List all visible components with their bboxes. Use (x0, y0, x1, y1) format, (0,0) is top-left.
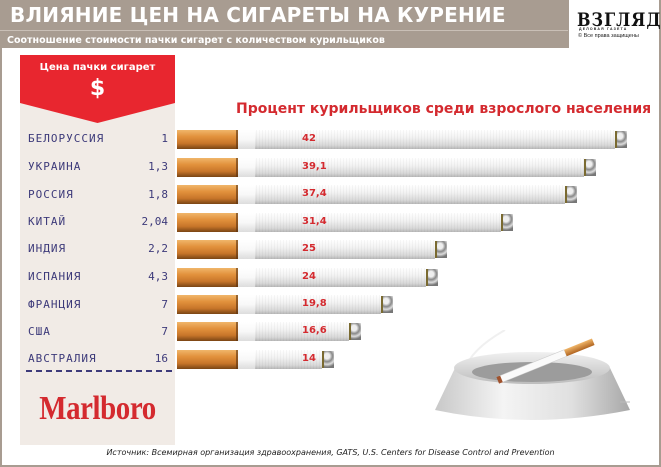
cigarette-ash-icon (584, 159, 596, 176)
source-note: Источник: Всемирная организация здравоох… (106, 448, 555, 457)
price-label: Цена пачки сигарет (39, 62, 156, 73)
price-value: 16 (154, 352, 168, 365)
country-label: ФРАНЦИЯ (28, 298, 82, 311)
page-subtitle: Соотношение стоимости пачки сигарет с ко… (7, 35, 385, 46)
country-label: РОССИЯ (28, 188, 74, 201)
dollar-icon: $ (89, 76, 106, 101)
logo-tagline: ДЕЛОВАЯ ГАЗЕТА (579, 27, 628, 31)
price-value: 7 (161, 325, 168, 338)
cigarette-bar: 19,8 (177, 295, 393, 314)
cigarette-bar: 14 (177, 350, 334, 369)
chart-title: Процент курильщиков среди взрослого насе… (236, 101, 652, 117)
cigarette-bar: 25 (177, 240, 447, 259)
percent-value: 25 (302, 243, 316, 254)
percent-value: 31,4 (302, 216, 327, 227)
percent-value: 42 (302, 133, 316, 144)
country-label: ИСПАНИЯ (28, 270, 82, 283)
country-label: КИТАЙ (28, 215, 67, 228)
cigarette-filter (177, 322, 238, 341)
percent-value: 14 (302, 353, 316, 364)
price-value: 4,3 (148, 270, 168, 283)
price-value: 2,04 (141, 215, 169, 228)
cigarette-bar: 37,4 (177, 185, 577, 204)
country-label: УКРАИНА (28, 160, 82, 173)
price-value: 1,3 (148, 160, 168, 173)
percent-value: 16,6 (302, 325, 327, 336)
cigarette-filter (177, 268, 238, 287)
logo-name: ВЗГЛЯД (577, 8, 661, 31)
price-value: 7 (161, 298, 168, 311)
cigarette-filter (177, 350, 238, 369)
cigarette-bar: 39,1 (177, 158, 596, 177)
percent-value: 24 (302, 271, 316, 282)
cigarette-filter (177, 240, 238, 259)
cigarette-ash-icon (435, 241, 447, 258)
cigarette-filter (177, 213, 238, 232)
cigarette-filter (177, 130, 238, 149)
country-label: АВСТРАЛИЯ (28, 352, 97, 365)
price-badge-shape (20, 55, 175, 123)
marlboro-logo: Marlboro (39, 390, 156, 427)
header-bar (0, 0, 661, 48)
cigarette-bar: 31,4 (177, 213, 513, 232)
cigarette-filter (177, 185, 238, 204)
dashed-divider (26, 370, 172, 372)
cigarette-ash-icon (501, 214, 513, 231)
cigarette-ash-icon (426, 269, 438, 286)
cigarette-ash-icon (349, 323, 361, 340)
header-divider (0, 30, 568, 31)
logo-rights: © Все права защищены (578, 33, 639, 39)
vzglyad-logo: ВЗГЛЯД ДЕЛОВАЯ ГАЗЕТА © Все права защище… (569, 0, 661, 48)
country-label: США (28, 325, 51, 338)
cigarette-ash-icon (381, 296, 393, 313)
cigarette-ash-icon (615, 131, 627, 148)
cigarette-filter (177, 295, 238, 314)
ashtray-illustration (435, 330, 630, 420)
price-value: 1 (161, 132, 168, 145)
percent-value: 39,1 (302, 161, 327, 172)
cigarette-bar: 24 (177, 268, 438, 287)
country-label: БЕЛОРУССИЯ (28, 132, 105, 145)
country-label: ИНДИЯ (28, 242, 67, 255)
cigarette-bar: 42 (177, 130, 627, 149)
cigarette-ash-icon (322, 351, 334, 368)
cigarette-filter (177, 158, 238, 177)
price-value: 2,2 (148, 242, 168, 255)
percent-value: 19,8 (302, 298, 327, 309)
percent-value: 37,4 (302, 188, 327, 199)
page-title: ВЛИЯНИЕ ЦЕН НА СИГАРЕТЫ НА КУРЕНИЕ (10, 3, 506, 27)
cigarette-bar: 16,6 (177, 322, 361, 341)
price-value: 1,8 (148, 188, 168, 201)
cigarette-ash-icon (565, 186, 577, 203)
